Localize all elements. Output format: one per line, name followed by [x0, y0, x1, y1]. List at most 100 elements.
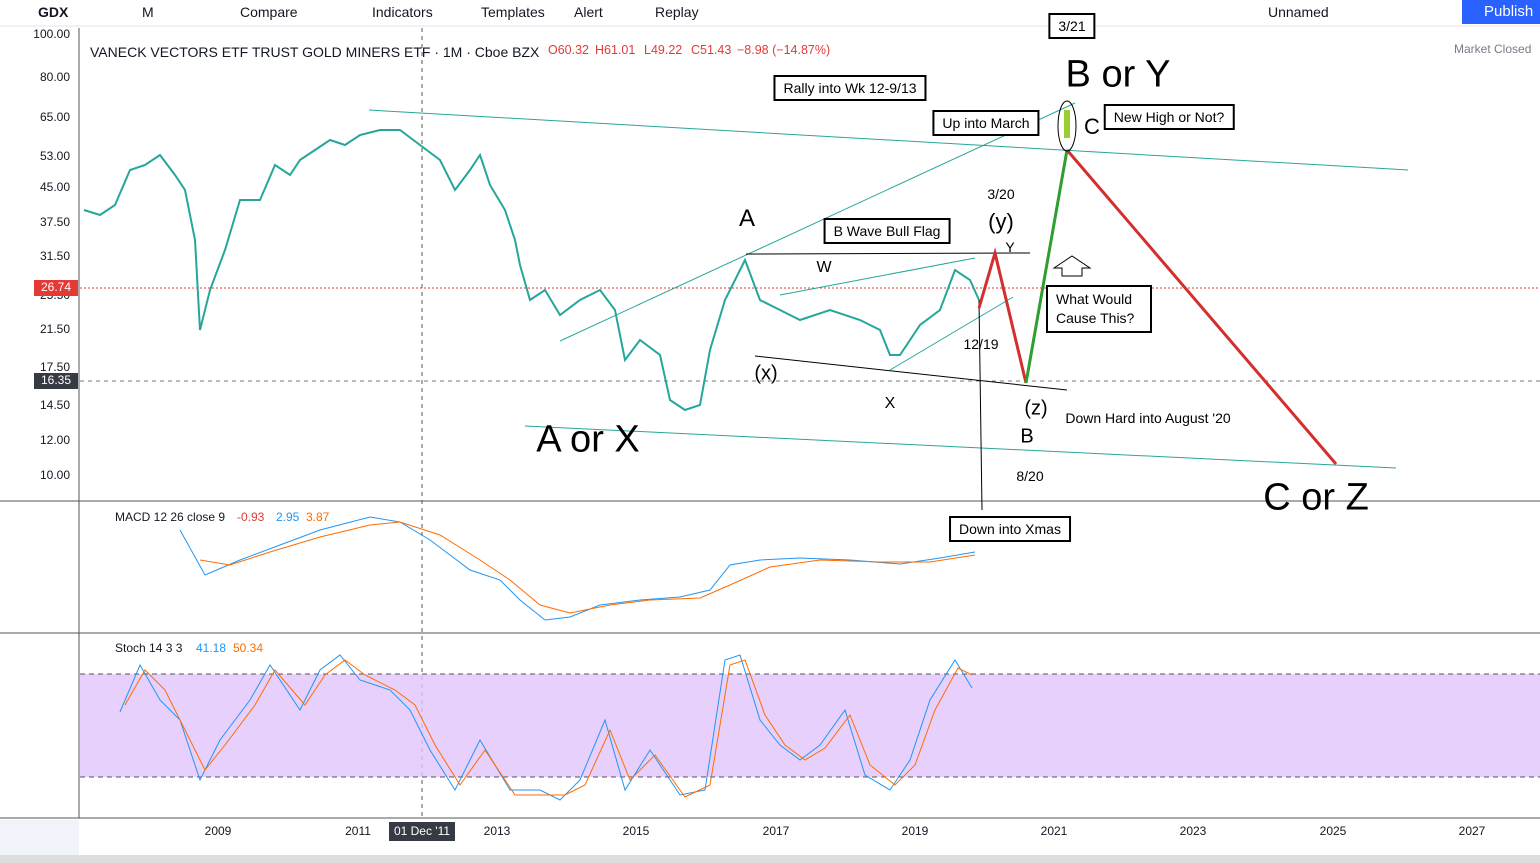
- annotation-label: (y): [988, 209, 1014, 234]
- price-label: 21.50: [40, 322, 70, 336]
- annotation-label: (z): [1024, 397, 1048, 420]
- toolbar-item[interactable]: Alert: [574, 4, 603, 20]
- annotation-label: 12/19: [963, 336, 999, 352]
- time-label: 2011: [345, 824, 371, 838]
- annotation-label: Y: [1005, 239, 1015, 255]
- time-label: 2013: [484, 824, 511, 838]
- channel: [889, 296, 1014, 371]
- stoch-value: 50.34: [233, 641, 263, 655]
- annotation-label: X: [884, 395, 896, 412]
- annotation-box: Down into Xmas: [949, 516, 1071, 542]
- path-red: [977, 247, 1028, 384]
- layout-name[interactable]: Unnamed: [1268, 4, 1329, 20]
- trend: [978, 299, 983, 511]
- time-label: 2021: [1041, 824, 1068, 838]
- annotation-label: B: [1020, 425, 1034, 448]
- toolbar-item[interactable]: Templates: [481, 4, 545, 20]
- channel: [559, 102, 1076, 342]
- time-label: 2027: [1459, 824, 1486, 838]
- price-label: 45.00: [40, 180, 70, 194]
- price-label: 14.50: [40, 398, 70, 412]
- time-label: 2009: [205, 824, 232, 838]
- toolbar-item[interactable]: Compare: [240, 4, 298, 20]
- annotation-box: 3/21: [1048, 13, 1096, 39]
- ellipse: [1057, 100, 1077, 152]
- annotation-label: C or Z: [1263, 476, 1369, 519]
- macd-value: 2.95: [276, 510, 300, 524]
- crosshair-price-tag: [34, 373, 78, 389]
- marker: [1064, 110, 1070, 138]
- annotation-label: B or Y: [1065, 53, 1171, 96]
- annotation-label: C: [1084, 114, 1100, 139]
- legend-change: −8.98 (−14.87%): [737, 43, 831, 57]
- legend-title: VANECK VECTORS ETF TRUST GOLD MINERS ETF…: [90, 44, 540, 60]
- annotation-label: Down Hard into August '20: [1065, 410, 1231, 426]
- price-series: [83, 129, 980, 412]
- annotation-box: New High or Not?: [1103, 104, 1235, 130]
- legend-high: H61.01: [595, 43, 636, 57]
- annotation-label: 3/20: [987, 186, 1015, 202]
- interval[interactable]: M: [142, 4, 154, 20]
- price-label: 53.00: [40, 149, 70, 163]
- price-label: 80.00: [40, 70, 70, 84]
- legend-close: C51.43: [691, 43, 732, 57]
- price-label: 31.50: [40, 249, 70, 263]
- annotation-label: 8/20: [1016, 468, 1044, 484]
- drawings: [83, 100, 1409, 511]
- price-label: 37.50: [40, 215, 70, 229]
- annotation-box: B Wave Bull Flag: [823, 218, 951, 244]
- annotation-label: (x): [754, 362, 778, 385]
- crosshair-date: 01 Dec '11: [394, 824, 450, 838]
- price-label: 12.00: [40, 433, 70, 447]
- annotation-box: Rally into Wk 12-9/13: [773, 75, 927, 101]
- time-label: 2025: [1320, 824, 1347, 838]
- corner: [0, 820, 79, 855]
- price-label: 10.00: [40, 468, 70, 482]
- arrow-icon: [1052, 255, 1092, 277]
- macd-label: MACD 12 26 close 9: [115, 510, 225, 524]
- scrollbar: [0, 855, 1540, 863]
- time-label: 2017: [763, 824, 790, 838]
- annotation-box: What Would Cause This?: [1046, 285, 1152, 333]
- path-red: [1065, 149, 1338, 465]
- publish-bg[interactable]: [1462, 0, 1540, 24]
- macd-line: [179, 516, 976, 621]
- last-price-tag: [34, 280, 78, 296]
- time-label: 2023: [1180, 824, 1207, 838]
- annotation-box: Up into March: [932, 110, 1040, 136]
- channel: [779, 257, 976, 296]
- toolbar-item[interactable]: Replay: [655, 4, 699, 20]
- annotation-label: A: [738, 205, 756, 232]
- trend: [745, 252, 1031, 255]
- price-label: 17.50: [40, 360, 70, 374]
- publish[interactable]: Publish: [1484, 3, 1534, 20]
- stoch-band: [80, 674, 1540, 777]
- signal-line: [199, 521, 976, 614]
- legend-low: L49.22: [644, 43, 683, 57]
- annotation-label: A or X: [536, 418, 640, 461]
- stoch-value: 41.18: [196, 641, 226, 655]
- legend-open: O60.32: [548, 43, 590, 57]
- toolbar-item[interactable]: Indicators: [372, 4, 433, 20]
- macd-value: 3.87: [306, 510, 330, 524]
- market-status: Market Closed: [1454, 42, 1532, 56]
- price-label: 100.00: [33, 27, 70, 41]
- annotation-label: W: [816, 259, 832, 276]
- crosshair-price: 16.35: [41, 373, 71, 387]
- symbol[interactable]: GDX: [38, 4, 69, 20]
- stoch-d: [124, 659, 973, 798]
- trend: [754, 355, 1068, 391]
- channel: [524, 425, 1397, 469]
- channel: [368, 109, 1409, 171]
- last-price: 26.74: [41, 280, 71, 294]
- price-label: 65.00: [40, 110, 70, 124]
- macd-value: -0.93: [237, 510, 265, 524]
- stoch-label: Stoch 14 3 3: [115, 641, 183, 655]
- time-label: 2015: [623, 824, 650, 838]
- time-label: 2019: [902, 824, 929, 838]
- stoch-k: [119, 654, 973, 801]
- path-green: [1024, 149, 1069, 384]
- toolbar-bg: [0, 0, 1540, 26]
